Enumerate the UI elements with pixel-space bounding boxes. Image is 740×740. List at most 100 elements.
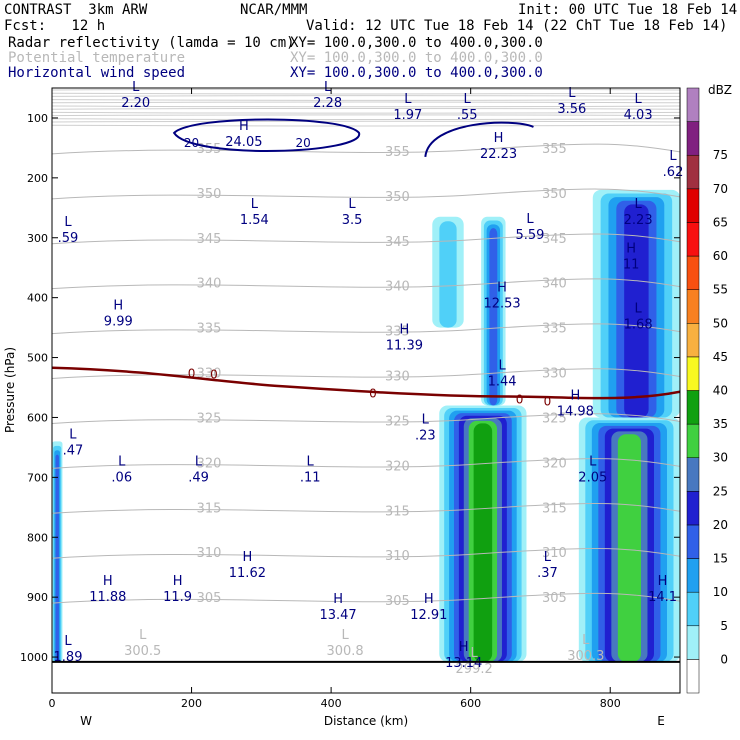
theta-isoline-label: 355 [542,142,567,157]
wind-extremum-value: 11.62 [229,566,266,581]
wind-extremum-marker: H [103,574,113,589]
wind-extremum-marker: H [333,592,343,607]
colorbar-swatch [686,154,700,190]
theta-isoline-label: 345 [542,232,567,247]
theta-isoline-label: 355 [197,142,222,157]
wind-extremum-value: 11.9 [163,590,192,605]
wind-contour-label: 0 [516,392,524,406]
theta-isoline-label: 320 [197,456,222,471]
colorbar-unit: dBZ [708,83,732,97]
wind-extremum-marker: L [635,302,643,317]
theta-isoline-label: 355 [385,145,410,160]
wind-extremum-marker: L [635,92,643,107]
wind-extremum-value: .62 [663,165,684,180]
colorbar-level: 65 [713,215,728,229]
stratosphere-isoline [52,105,680,108]
theta-isoline-label: 325 [542,411,567,426]
wind-extremum-value: .55 [457,108,478,123]
colorbar-swatch [686,423,700,458]
stratosphere-isoline [52,111,680,114]
wind-extremum-value: 2.23 [624,213,653,228]
field-1-xy: XY= 100.0,300.0 to 400.0,300.0 [290,35,543,51]
y-tick-label: 700 [27,471,48,484]
stratosphere-isoline [52,92,680,95]
field-2-name: Potential temperature [8,50,186,66]
wind-extremum-value: 24.05 [225,135,262,150]
theta-extremum-value: 300.5 [124,644,161,659]
y-tick-label: 100 [27,112,48,125]
field-3-xy: XY= 100.0,300.0 to 400.0,300.0 [290,65,543,81]
colorbar-level: 25 [713,484,728,498]
wind-extremum-value: 22.23 [480,147,517,162]
colorbar-swatch [686,289,700,324]
wind-extremum-value: 14.1 [648,590,677,605]
wind-extremum-marker: H [626,242,636,257]
x-tick-label: 600 [460,697,481,710]
wind-extremum-value: 4.03 [624,108,653,123]
wind-extremum-value: 2.05 [578,470,607,485]
wind-extremum-marker: H [658,574,668,589]
wind-contour-label: 20 [296,136,311,150]
theta-isoline-label: 340 [197,277,222,292]
theta-extremum-value: 299.2 [456,662,493,677]
wind-extremum-value: .11 [300,470,321,485]
wind-extremum-value: 11 [623,258,640,273]
colorbar-level: 45 [713,350,728,364]
wind-extremum-marker: L [132,80,140,95]
field-3-name: Horizontal wind speed [8,65,186,81]
colorbar-swatch [686,222,700,257]
theta-isoline-label: 310 [542,546,567,561]
wind-extremum-marker: L [669,149,677,164]
theta-isoline [52,413,680,424]
reflectivity-band [439,221,457,328]
theta-isoline-label: 315 [542,501,567,516]
colorbar-swatch [686,188,700,223]
theta-extremum-marker: L [471,646,479,661]
theta-isoline-label: 350 [542,187,567,202]
wind-extremum-value: 1.68 [624,318,653,333]
wind-extremum-marker: L [64,634,72,649]
stratosphere-isoline [52,114,680,117]
wind-contour-label: 0 [188,367,196,381]
colorbar-swatch [686,625,700,660]
colorbar: 0 5 10 15 20 25 30 35 40 45 50 55 60 65 70 75 [686,87,728,694]
reflectivity-band [624,204,649,418]
y-tick-label: 900 [27,591,48,604]
wind-extremum-value: 1.97 [393,108,422,123]
wind-extremum-value: 12.53 [483,297,520,312]
colorbar-level: 40 [713,384,728,398]
model-title: CONTRAST 3km ARW [4,2,148,18]
theta-isoline-label: 330 [385,370,410,385]
wind-extremum-value: 13.47 [319,608,356,623]
colorbar-swatch [686,390,700,425]
wind-extremum-marker: H [239,119,249,134]
wind-contour-label: 0 [544,395,552,409]
wind-extremum-value: 12.91 [410,608,447,623]
theta-isoline-label: 320 [542,456,567,471]
wind-extremum-marker: H [242,550,252,565]
colorbar-swatch [686,323,700,358]
wind-zero-line [52,366,680,400]
wind-extremum-value: 14.98 [557,404,594,419]
wind-extremum-value: .06 [111,470,132,485]
colorbar-level: 35 [713,417,728,431]
wind-extremum-value: .47 [63,443,84,458]
wind-extremum-marker: L [464,92,472,107]
colorbar-swatch [686,356,700,391]
y-tick-label: 800 [27,531,48,544]
theta-isoline-label: 335 [197,322,222,337]
reflectivity-band [617,434,641,662]
y-tick-label: 1000 [20,651,48,664]
theta-extremum-marker: L [139,628,147,643]
wind-extremum-marker: H [424,592,434,607]
theta-extremum-marker: L [582,633,590,648]
wind-extremum-value: 5.59 [516,228,545,243]
theta-isoline-label: 350 [197,187,222,202]
wind-extremum-marker: L [526,212,534,227]
theta-isoline-label: 310 [197,546,222,561]
x-tick-label: 800 [600,697,621,710]
x-tick-label: 400 [321,697,342,710]
